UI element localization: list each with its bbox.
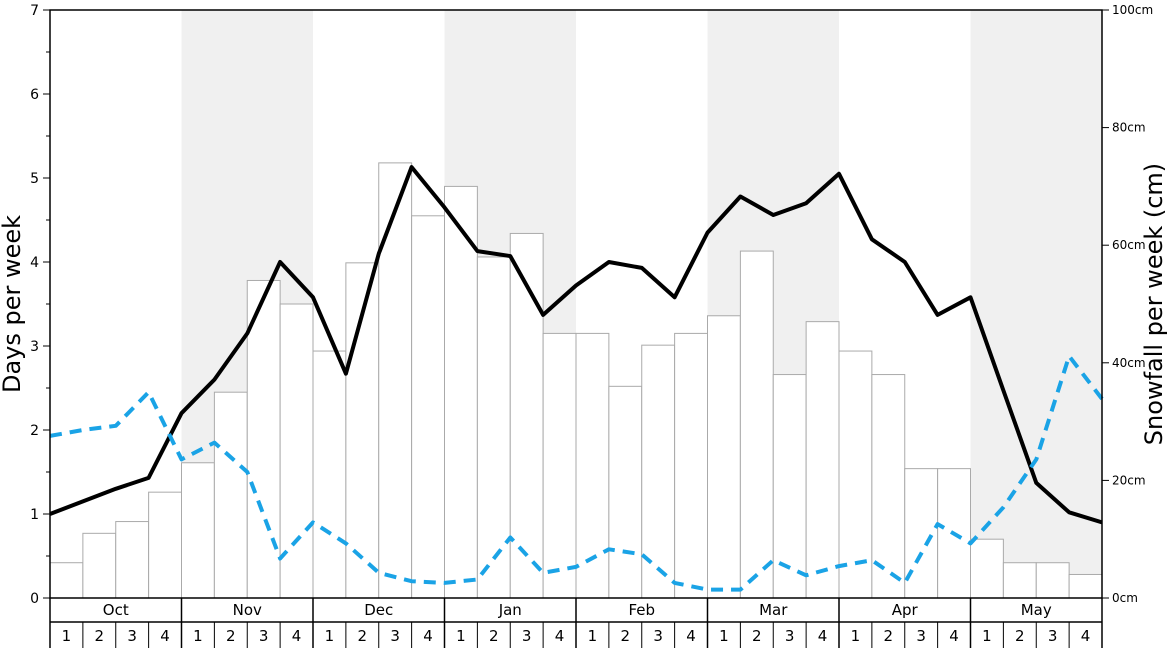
week-label: 1	[456, 627, 466, 645]
month-label: Oct	[103, 601, 129, 619]
snowfall-bar	[213, 391, 248, 599]
snowfall-bar	[707, 315, 741, 599]
right-axis: 0cm 20cm 40cm 60cm 80cm 100cm	[1102, 3, 1153, 605]
snowfall-bar	[115, 521, 150, 599]
week-label: 4	[818, 627, 828, 645]
week-label: 3	[522, 627, 532, 645]
snowfall-bar	[49, 562, 84, 599]
week-label: 2	[489, 627, 499, 645]
week-label: 4	[1081, 627, 1091, 645]
left-tick-label: 6	[30, 87, 39, 103]
week-label: 3	[916, 627, 926, 645]
week-label: 2	[95, 627, 105, 645]
snowfall-bar	[674, 332, 708, 599]
week-label: 4	[555, 627, 565, 645]
week-label: 2	[1015, 627, 1025, 645]
right-tick-label: 40cm	[1112, 356, 1146, 370]
dashed-line-series	[49, 354, 1104, 592]
snowfall-bar	[82, 532, 117, 599]
week-label: 3	[259, 627, 269, 645]
snowfall-bar	[542, 332, 577, 599]
week-label: 3	[390, 627, 400, 645]
right-tick-label: 0cm	[1112, 591, 1138, 605]
left-tick-label: 7	[30, 3, 39, 19]
snowfall-bar	[739, 250, 774, 599]
week-label: 1	[62, 627, 72, 645]
right-tick-label: 60cm	[1112, 238, 1146, 252]
week-label: 3	[653, 627, 663, 645]
snowfall-bar	[838, 350, 873, 599]
month-label: May	[1021, 601, 1052, 619]
left-tick-label: 5	[30, 171, 39, 187]
snowfall-bar	[575, 332, 610, 599]
snowfall-bar	[1002, 562, 1037, 599]
week-label: 1	[588, 627, 598, 645]
week-label: 3	[785, 627, 795, 645]
left-tick-label: 2	[30, 423, 39, 439]
left-tick-label: 3	[30, 339, 39, 355]
right-tick-label: 80cm	[1112, 121, 1146, 135]
week-label: 3	[1048, 627, 1058, 645]
month-label: Mar	[759, 601, 788, 619]
right-tick-label: 20cm	[1112, 473, 1146, 487]
week-label: 2	[226, 627, 236, 645]
day-lines	[49, 165, 1104, 592]
snowfall-bar	[1068, 573, 1103, 599]
left-axis-label: Days per week	[0, 215, 26, 393]
snowfall-bar	[444, 185, 478, 599]
week-label: 3	[127, 627, 137, 645]
snowfall-bar	[608, 385, 643, 599]
right-axis-label: Snowfall per week (cm)	[1140, 163, 1168, 445]
week-label: 1	[851, 627, 861, 645]
snowfall-bar	[312, 350, 347, 599]
snowfall-bar	[772, 374, 807, 599]
week-label: 2	[884, 627, 894, 645]
left-tick-label: 1	[30, 507, 39, 523]
week-label: 2	[752, 627, 762, 645]
snowfall-bars	[49, 162, 1103, 599]
right-tick-label: 100cm	[1112, 3, 1153, 17]
week-label: 4	[686, 627, 696, 645]
left-tick-label: 4	[30, 255, 39, 271]
week-label: 2	[621, 627, 631, 645]
week-label: 1	[193, 627, 203, 645]
snowfall-bar	[246, 279, 281, 599]
snowfall-bar	[871, 374, 906, 599]
solid-line-series	[49, 165, 1103, 525]
month-label: Apr	[892, 601, 919, 619]
snowfall-bar	[904, 468, 939, 599]
month-label: Jan	[498, 601, 522, 619]
snowfall-bar	[476, 256, 511, 599]
month-label: Nov	[233, 601, 262, 619]
snowfall-bar	[1035, 562, 1070, 599]
month-label: Feb	[628, 601, 655, 619]
left-axis: 0 1 2 3 4 5 6 7	[30, 3, 50, 607]
week-label: 4	[292, 627, 302, 645]
week-label: 1	[719, 627, 729, 645]
month-label: Dec	[364, 601, 393, 619]
week-label: 4	[160, 627, 170, 645]
snowfall-bar	[805, 321, 840, 599]
week-label: 4	[949, 627, 959, 645]
snowfall-bar	[148, 491, 182, 599]
month-week-axis: Oct 1 2 3 4 Nov 1 2 3 4 Dec 1 2 3 4 Jan 1 2 3 4 Feb 1 2 3 4 Mar 1 2…	[49, 598, 1103, 648]
week-label: 1	[325, 627, 335, 645]
snowfall-bar	[970, 538, 1004, 599]
week-label: 2	[358, 627, 368, 645]
left-tick-label: 0	[30, 591, 39, 607]
week-label: 4	[423, 627, 433, 645]
snowfall-bar	[378, 162, 413, 599]
snowfall-bar	[411, 215, 445, 599]
week-label: 1	[982, 627, 992, 645]
shade-band-may	[970, 10, 1102, 598]
snowfall-bar	[181, 462, 215, 599]
